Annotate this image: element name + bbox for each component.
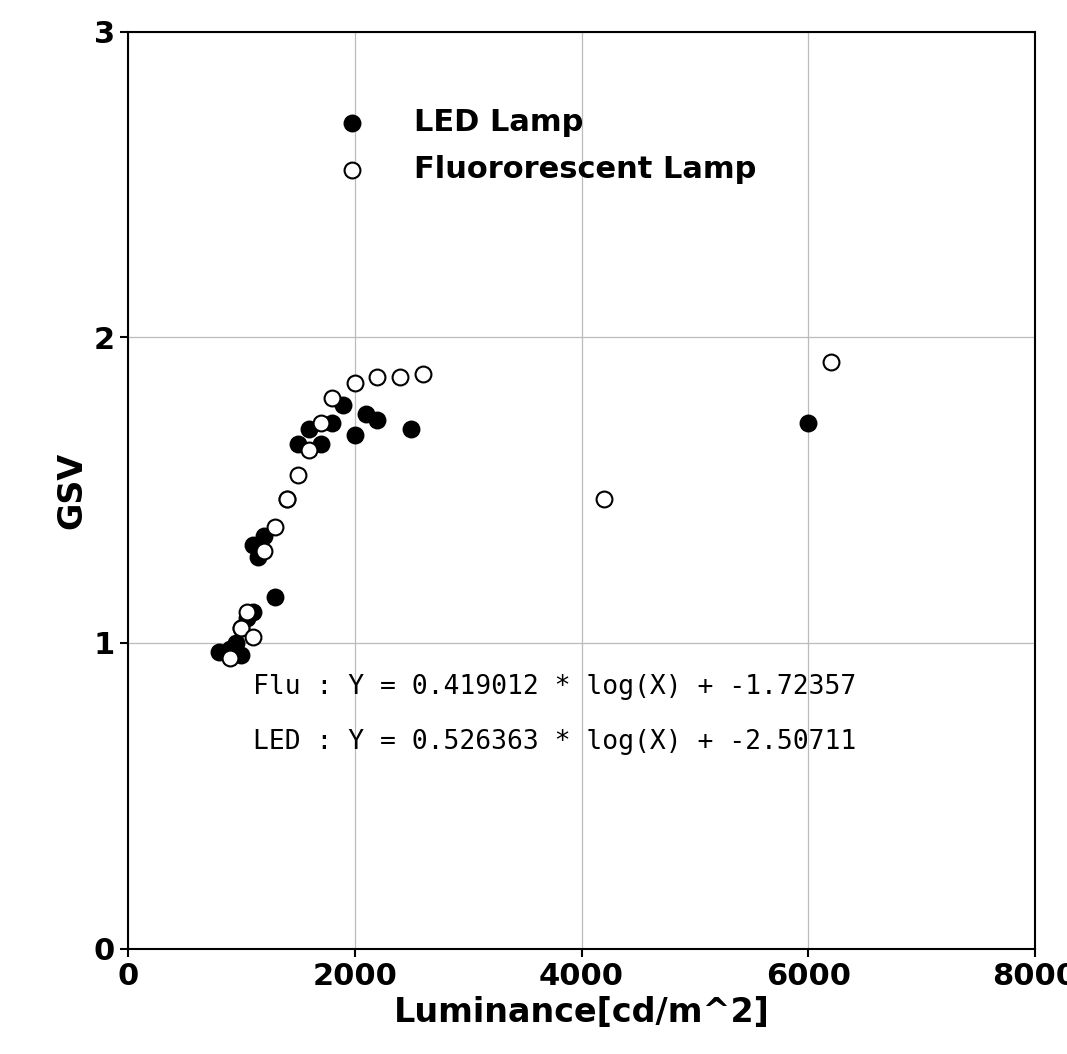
LED Lamp — [210, 644, 227, 661]
Fluororescent Lamp — [414, 366, 431, 383]
Fluororescent Lamp — [289, 466, 306, 483]
LED Lamp — [244, 604, 261, 621]
Fluororescent Lamp — [244, 628, 261, 645]
LED Lamp — [250, 549, 267, 566]
LED Lamp — [239, 610, 256, 627]
LED Lamp — [267, 588, 284, 605]
LED Lamp — [369, 411, 386, 428]
LED Lamp — [335, 396, 352, 413]
LED Lamp — [289, 436, 306, 453]
Fluororescent Lamp — [256, 543, 273, 560]
Fluororescent Lamp — [233, 620, 250, 637]
LED Lamp — [222, 641, 239, 658]
Fluororescent Lamp — [369, 369, 386, 386]
Fluororescent Lamp — [301, 442, 318, 458]
LED Lamp — [244, 536, 261, 553]
Fluororescent Lamp — [222, 649, 239, 667]
LED Lamp — [233, 647, 250, 664]
Fluororescent Lamp — [323, 390, 340, 407]
LED Lamp — [301, 421, 318, 437]
Fluororescent Lamp — [267, 519, 284, 535]
LED Lamp — [313, 436, 330, 453]
LED Lamp — [800, 414, 817, 431]
Fluororescent Lamp — [346, 375, 363, 392]
Text: LED : Y = 0.526363 * log(X) + -2.50711: LED : Y = 0.526363 * log(X) + -2.50711 — [253, 729, 856, 756]
Text: Flu : Y = 0.419012 * log(X) + -1.72357: Flu : Y = 0.419012 * log(X) + -1.72357 — [253, 675, 856, 700]
X-axis label: Luminance[cd/m^2]: Luminance[cd/m^2] — [394, 996, 769, 1030]
LED Lamp — [323, 414, 340, 431]
LED Lamp — [403, 421, 420, 437]
LED Lamp — [256, 528, 273, 545]
LED Lamp — [233, 620, 250, 637]
Fluororescent Lamp — [392, 369, 409, 386]
LED Lamp — [227, 635, 244, 651]
Fluororescent Lamp — [595, 491, 612, 508]
Fluororescent Lamp — [278, 491, 296, 508]
Fluororescent Lamp — [823, 353, 840, 370]
LED Lamp — [346, 427, 363, 444]
LED Lamp — [278, 491, 296, 508]
Fluororescent Lamp — [239, 604, 256, 621]
Fluororescent Lamp — [313, 414, 330, 431]
LED Lamp — [357, 406, 375, 423]
Y-axis label: GSV: GSV — [55, 451, 89, 529]
Legend: LED Lamp, Fluororescent Lamp: LED Lamp, Fluororescent Lamp — [306, 93, 771, 199]
